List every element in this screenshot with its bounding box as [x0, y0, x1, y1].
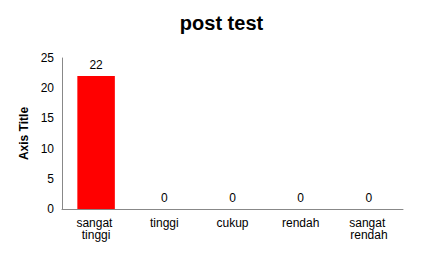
svg-text:5: 5: [47, 172, 54, 186]
svg-text:0: 0: [161, 191, 168, 205]
svg-text:25: 25: [41, 51, 55, 65]
svg-text:0: 0: [229, 191, 236, 205]
svg-text:tinggi: tinggi: [82, 228, 111, 242]
svg-text:0: 0: [297, 191, 304, 205]
svg-text:tinggi: tinggi: [150, 216, 179, 230]
svg-text:rendah: rendah: [350, 228, 387, 242]
svg-text:0: 0: [366, 191, 373, 205]
svg-text:22: 22: [89, 58, 103, 72]
svg-text:cukup: cukup: [216, 216, 248, 230]
svg-text:20: 20: [41, 81, 55, 95]
svg-text:10: 10: [41, 142, 55, 156]
svg-text:rendah: rendah: [282, 216, 319, 230]
svg-text:15: 15: [41, 111, 55, 125]
svg-text:post test: post test: [180, 12, 264, 34]
svg-text:sangat: sangat: [349, 216, 389, 230]
svg-text:0: 0: [47, 202, 54, 216]
svg-text:sangat: sangat: [76, 216, 116, 230]
svg-text:Axis Title: Axis Title: [17, 107, 31, 160]
